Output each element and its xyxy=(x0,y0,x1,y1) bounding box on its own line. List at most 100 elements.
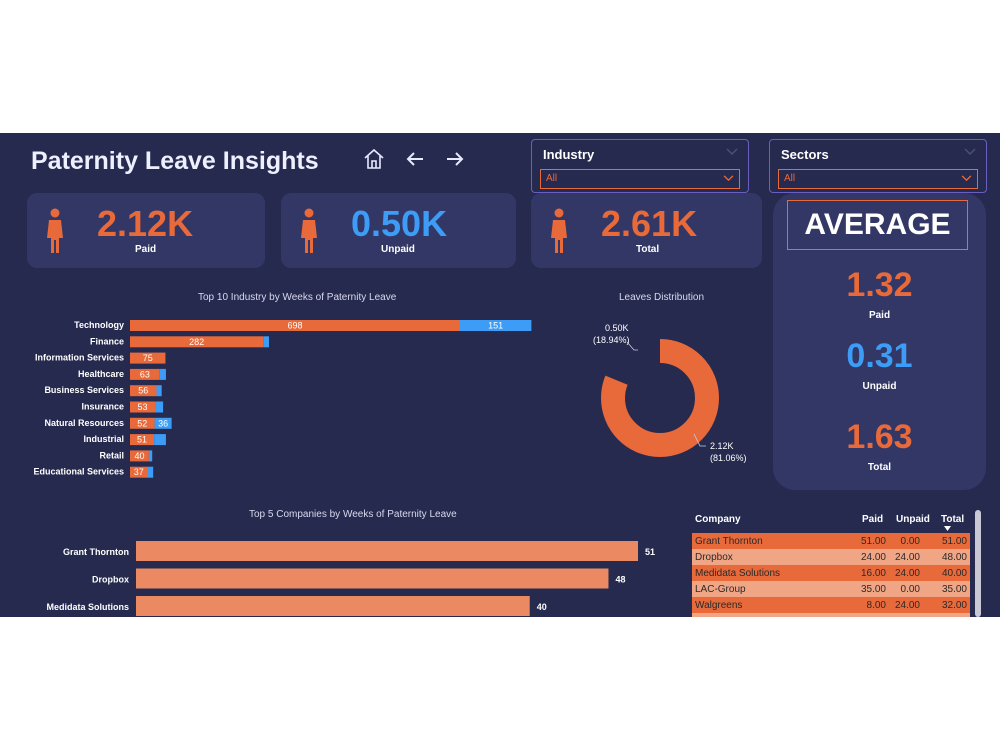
slice-label: 2.12K xyxy=(710,441,734,451)
industry-dropdown[interactable]: All xyxy=(540,169,740,189)
kpi-card-paid: 2.12K Paid xyxy=(27,193,265,268)
table-cell: 40.00 xyxy=(941,568,967,579)
slice-label: 0.50K xyxy=(605,323,629,333)
category-label: Information Services xyxy=(35,353,124,363)
data-label: 36 xyxy=(158,418,168,428)
data-label: 51 xyxy=(645,547,655,557)
industry-slicer: Industry All xyxy=(531,139,749,193)
unpaid-bar[interactable] xyxy=(159,368,166,380)
person-icon xyxy=(47,208,63,253)
paid-bar[interactable] xyxy=(130,450,149,462)
kpi-label: Unpaid xyxy=(381,244,415,255)
data-label: 51 xyxy=(137,435,147,445)
category-label: Healthcare xyxy=(78,369,124,379)
table-row[interactable]: Walgreens 8.00 24.00 32.00 xyxy=(692,597,970,613)
company-bar[interactable] xyxy=(136,596,530,616)
data-label: 40 xyxy=(134,451,144,461)
paid-bar[interactable] xyxy=(130,336,264,348)
unpaid-bar[interactable] xyxy=(263,336,269,348)
table-cell: Medidata Solutions xyxy=(695,568,781,579)
category-label: Medidata Solutions xyxy=(46,602,129,612)
table-row[interactable]: LAC-Group 35.00 0.00 35.00 xyxy=(692,581,970,597)
table-cell: 8.00 xyxy=(866,600,886,611)
data-label: 698 xyxy=(287,321,302,331)
sectors-dropdown[interactable]: All xyxy=(778,169,978,189)
column-header-paid[interactable]: Paid xyxy=(862,514,884,525)
unpaid-bar[interactable] xyxy=(155,401,164,413)
average-unpaid-label: Unpaid xyxy=(862,381,897,392)
category-label: Technology xyxy=(74,320,124,330)
chevron-down-icon xyxy=(961,175,972,182)
person-icon xyxy=(301,208,317,253)
table-cell: 24.00 xyxy=(894,568,920,579)
chevron-down-icon[interactable] xyxy=(726,148,738,156)
unpaid-bar[interactable] xyxy=(147,466,154,478)
company-bar[interactable] xyxy=(136,541,638,561)
table-row[interactable]: Grant Thornton 51.00 0.00 51.00 xyxy=(692,533,970,549)
slice-percent-label: (81.06%) xyxy=(710,453,747,463)
table-row[interactable]: Medidata Solutions 16.00 24.00 40.00 xyxy=(692,565,970,581)
table-cell: 51.00 xyxy=(860,536,886,547)
column-header-company[interactable]: Company xyxy=(695,514,741,525)
dashboard: Paternity Leave Insights Industry All Se… xyxy=(0,133,1000,617)
unpaid-bar[interactable] xyxy=(154,434,166,446)
column-header-total[interactable]: Total xyxy=(941,514,965,525)
sectors-slicer-label: Sectors xyxy=(781,147,829,162)
paid-bar[interactable] xyxy=(130,401,156,413)
unpaid-bar[interactable] xyxy=(156,385,162,397)
kpi-label: Paid xyxy=(135,244,157,255)
category-label: Educational Services xyxy=(33,467,124,477)
paid-bar[interactable] xyxy=(130,320,460,331)
column-header-unpaid[interactable]: Unpaid xyxy=(896,514,930,525)
industry-chart-title: Top 10 Industry by Weeks of Paternity Le… xyxy=(198,292,397,303)
data-label: 37 xyxy=(134,467,144,477)
table-cell: 24.00 xyxy=(894,600,920,611)
donut-slice[interactable] xyxy=(601,339,719,457)
paid-bar[interactable] xyxy=(130,368,160,380)
data-label: 40 xyxy=(537,602,547,612)
forward-arrow-icon[interactable] xyxy=(443,147,467,171)
data-label: 52 xyxy=(137,418,147,428)
category-label: Finance xyxy=(90,336,124,346)
kpi-card-unpaid: 0.50K Unpaid xyxy=(281,193,516,268)
unpaid-bar[interactable] xyxy=(154,417,172,429)
table-cell: Walgreens xyxy=(695,600,743,611)
paid-bar[interactable] xyxy=(130,466,148,478)
chevron-down-icon xyxy=(723,175,734,182)
average-total-label: Total xyxy=(867,462,892,473)
table-cell: Dropbox xyxy=(695,552,733,563)
industry-dropdown-value: All xyxy=(546,173,558,184)
paid-bar[interactable] xyxy=(130,385,157,397)
back-arrow-icon[interactable] xyxy=(403,147,427,171)
table-cell: 24.00 xyxy=(894,552,920,563)
kpi-label: Total xyxy=(636,244,660,255)
company-table: Company Paid Unpaid Total Grant Thornton… xyxy=(692,509,970,617)
data-label: 151 xyxy=(488,321,503,331)
kpi-value: 2.12K xyxy=(97,203,194,244)
paid-bar[interactable] xyxy=(130,434,155,446)
sort-down-icon xyxy=(944,526,951,531)
average-paid-value: 1.32 xyxy=(846,266,913,304)
category-label: Business Services xyxy=(44,385,124,395)
paid-bar[interactable] xyxy=(130,417,155,429)
table-cell: LAC-Group xyxy=(695,584,746,595)
table-row[interactable]: Dropbox 24.00 24.00 48.00 xyxy=(692,549,970,565)
category-label: Retail xyxy=(99,450,124,460)
chevron-down-icon[interactable] xyxy=(964,148,976,156)
unpaid-bar[interactable] xyxy=(460,320,532,331)
company-bar-chart: Grant Thornton 51 Dropbox 48 Medidata Soluti… xyxy=(46,541,655,616)
table-scrollbar[interactable] xyxy=(975,510,981,617)
company-bar[interactable] xyxy=(136,568,609,589)
data-label: 53 xyxy=(138,402,148,412)
data-label: 75 xyxy=(143,353,153,363)
average-unpaid-value: 0.31 xyxy=(846,337,913,375)
category-label: Natural Resources xyxy=(44,418,124,428)
data-label: 56 xyxy=(138,386,148,396)
home-icon[interactable] xyxy=(362,147,386,171)
table-row xyxy=(692,613,970,617)
kpi-card-total: 2.61K Total xyxy=(531,193,762,268)
table-cell: 0.00 xyxy=(900,584,920,595)
table-cell: 35.00 xyxy=(860,584,886,595)
unpaid-bar[interactable] xyxy=(148,450,153,462)
paid-bar[interactable] xyxy=(130,352,166,364)
